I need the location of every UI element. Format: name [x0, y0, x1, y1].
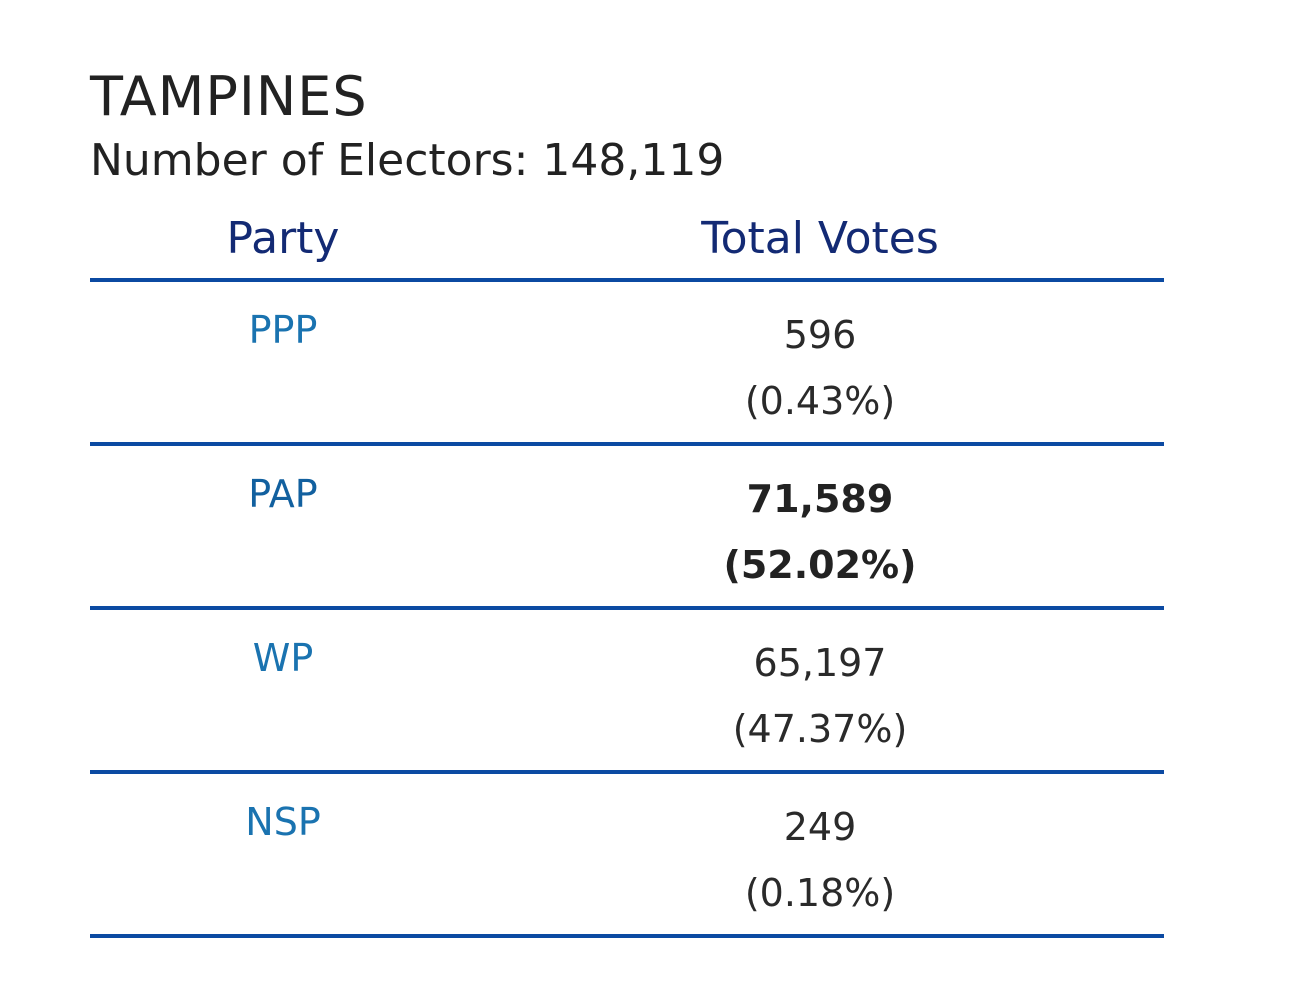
table-header: Party Total Votes: [90, 198, 1164, 282]
vote-percent: (0.18%): [744, 871, 896, 915]
vote-count: 71,589: [746, 477, 894, 521]
table-row-wp: WP 65,197 (47.37%): [90, 610, 1164, 774]
constituency-title: TAMPINES: [90, 65, 368, 128]
party-name: PPP: [248, 308, 318, 352]
results-table: Party Total Votes PPP 596 (0.43%) PAP 71…: [90, 198, 1164, 938]
electors-count: Number of Electors: 148,119: [90, 135, 725, 186]
party-name: NSP: [245, 800, 321, 844]
party-column-header: Party: [226, 212, 340, 264]
votes-cell: 249 (0.18%): [476, 794, 1164, 934]
party-name: WP: [252, 636, 314, 680]
results-card: TAMPINES Number of Electors: 148,119 Par…: [90, 62, 1164, 938]
votes-cell: 65,197 (47.37%): [476, 630, 1164, 770]
votes-cell: 596 (0.43%): [476, 302, 1164, 442]
votes-column-header: Total Votes: [701, 212, 939, 264]
vote-percent: (0.43%): [744, 379, 896, 423]
table-row-ppp: PPP 596 (0.43%): [90, 282, 1164, 446]
table-row-pap: PAP 71,589 (52.02%): [90, 446, 1164, 610]
votes-cell: 71,589 (52.02%): [476, 466, 1164, 606]
vote-count: 596: [783, 313, 857, 357]
vote-percent: (47.37%): [732, 707, 908, 751]
vote-percent: (52.02%): [723, 543, 917, 587]
vote-count: 249: [783, 805, 857, 849]
vote-count: 65,197: [753, 641, 887, 685]
table-row-nsp: NSP 249 (0.18%): [90, 774, 1164, 938]
party-name: PAP: [248, 472, 318, 516]
